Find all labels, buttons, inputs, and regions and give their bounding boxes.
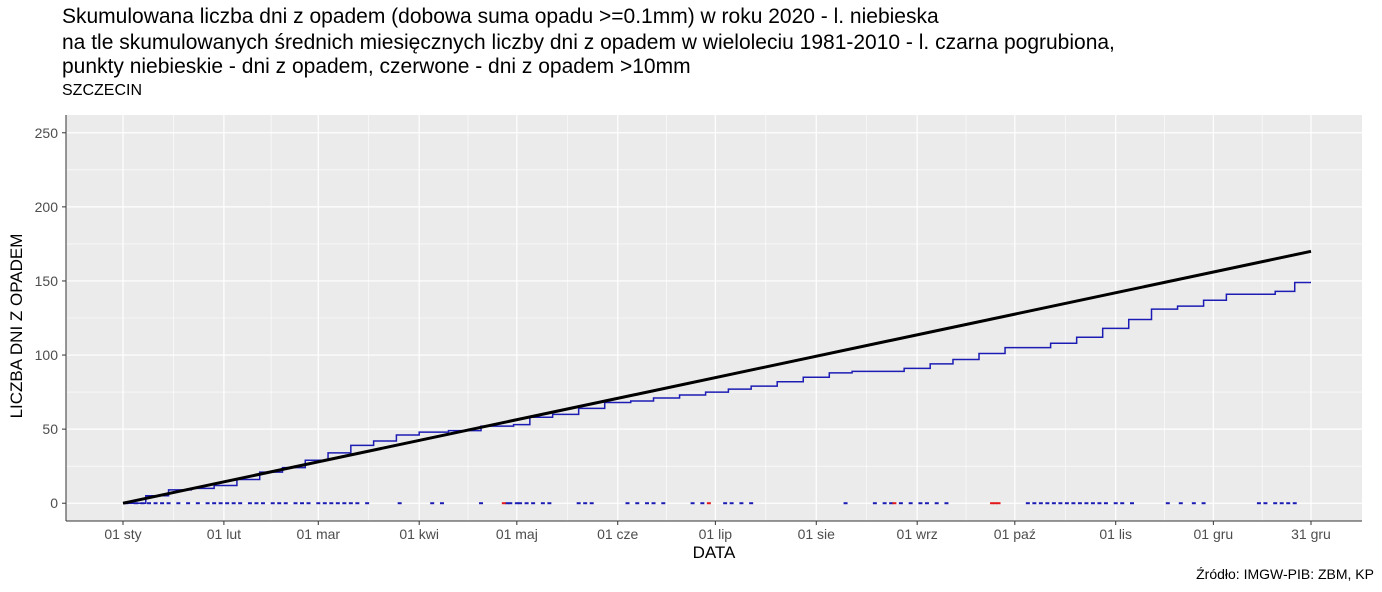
normal-cumulative-line [122, 249, 1312, 505]
chart-title-line-2: na tle skumulowanych średnich miesięczny… [62, 31, 1115, 54]
y-tick-label: 200 [35, 199, 59, 215]
chart-title-line-3: punkty niebieskie - dni z opadem, czerwo… [62, 55, 691, 78]
grid-major [66, 115, 1362, 521]
x-tick-label: 01 cze [597, 526, 638, 542]
x-tick-label: 01 lip [699, 526, 733, 542]
x-tick-label: 01 wrz [897, 526, 938, 542]
x-tick-label: 31 gru [1291, 526, 1331, 542]
x-tick-label: 01 kwi [399, 526, 439, 542]
y-tick-label: 50 [42, 421, 58, 437]
x-tick-label: 01 gru [1194, 526, 1234, 542]
x-tick-label: 01 mar [296, 526, 340, 542]
y-tick-label: 0 [50, 495, 58, 511]
observed-cumulative-line [123, 281, 1311, 504]
x-tick-label: 01 lut [207, 526, 241, 542]
x-tick-label: 01 sie [798, 526, 836, 542]
y-tick-label: 150 [35, 273, 59, 289]
x-axis: 01 sty 01 lut 01 mar 01 kwi 01 maj 01 cze 01 l… [66, 520, 1362, 542]
x-tick-label: 01 maj [496, 526, 538, 542]
y-tick-label: 250 [35, 125, 59, 141]
station-name: SZCZECIN [62, 82, 142, 99]
y-axis-title: LICZBA DNI Z OPADEM [7, 234, 26, 419]
source-note: Źródło: IMGW-PIB: ZBM, KP [1196, 566, 1374, 582]
y-tick-label: 100 [35, 347, 59, 363]
series-lines [122, 249, 1312, 505]
y-axis: 0 50 100 150 200 250 [35, 115, 67, 521]
x-tick-label: 01 paź [994, 526, 1036, 542]
x-tick-label: 01 lis [1099, 526, 1132, 542]
x-axis-title: DATA [693, 543, 736, 562]
chart-title-line-1: Skumulowana liczba dni z opadem (dobowa … [62, 5, 939, 28]
x-tick-label: 01 sty [104, 526, 141, 542]
